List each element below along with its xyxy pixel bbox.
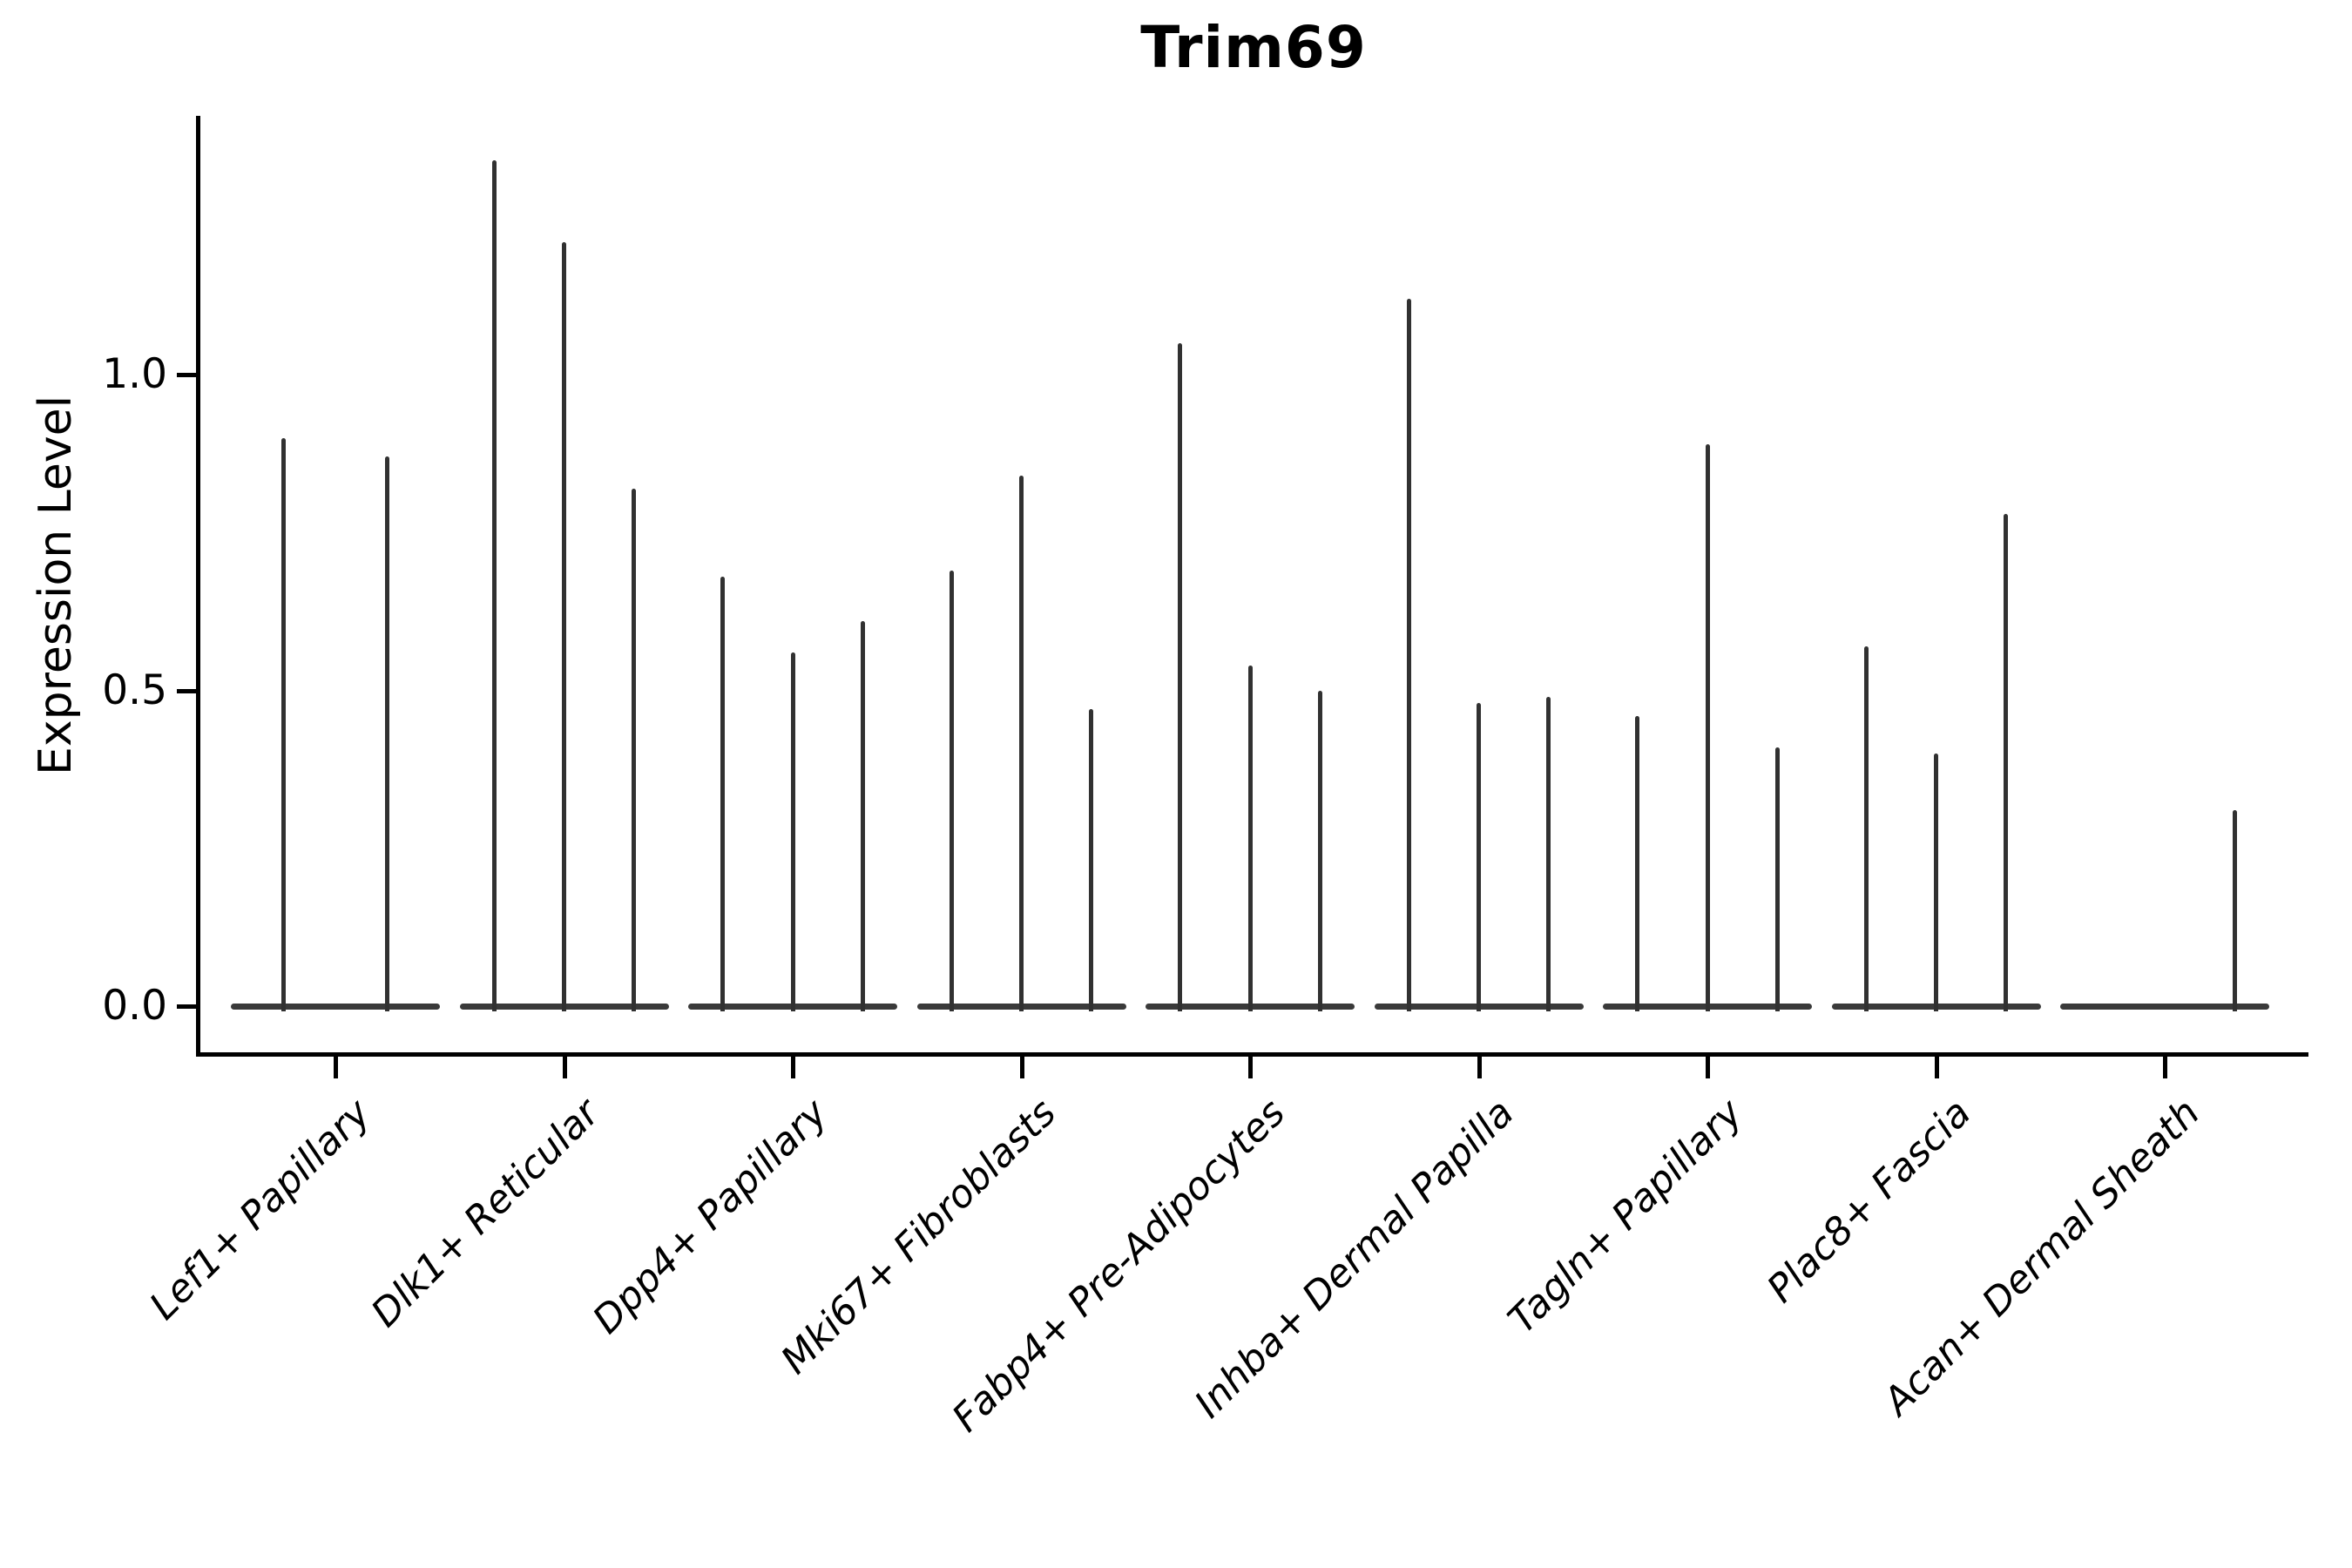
- x-tick-label: Plac8+ Fascia: [1759, 1091, 1980, 1312]
- violin-spike: [720, 577, 726, 1011]
- violin-spike: [384, 456, 389, 1011]
- x-tick: [791, 1054, 795, 1078]
- violin-spike: [949, 570, 954, 1011]
- y-tick-label: 0.0: [102, 982, 167, 1030]
- x-tick-label: Dlk1+ Reticular: [362, 1091, 608, 1336]
- y-tick: [177, 373, 196, 377]
- violin-spike: [790, 652, 795, 1011]
- x-tick-label: Dpp4+ Papillary: [585, 1091, 837, 1343]
- violin-spike: [860, 620, 865, 1011]
- x-tick-label: Tagln+ Papillary: [1499, 1091, 1752, 1342]
- violin-spike: [1635, 715, 1640, 1011]
- y-tick-label: 1.0: [102, 350, 167, 398]
- violin-spike: [632, 488, 637, 1011]
- violin-spike: [281, 437, 287, 1011]
- x-tick: [1477, 1054, 1482, 1078]
- violin-spike: [1317, 690, 1322, 1011]
- violin-spike: [562, 241, 566, 1011]
- x-tick: [1934, 1054, 1939, 1078]
- chart-title: Trim69: [1140, 14, 1367, 81]
- violin-spike: [491, 159, 497, 1011]
- violin-spike: [1247, 665, 1253, 1011]
- x-tick: [562, 1054, 567, 1078]
- violin-spike: [1019, 476, 1024, 1011]
- x-tick-label: Lef1+ Papillary: [141, 1091, 380, 1329]
- violin-baseline: [2060, 1004, 2269, 1010]
- x-tick: [2163, 1054, 2167, 1078]
- x-tick: [334, 1054, 338, 1078]
- y-axis-spine: [196, 116, 200, 1057]
- violin-spike: [1089, 709, 1094, 1011]
- x-tick: [1019, 1054, 1024, 1078]
- y-tick: [177, 688, 196, 693]
- violin-spike: [1546, 696, 1551, 1011]
- violin-spike: [1863, 645, 1869, 1011]
- violin-baseline: [231, 1004, 440, 1010]
- violin-spike: [1406, 299, 1411, 1011]
- violin-spike: [1934, 754, 1938, 1011]
- violin-spike: [1774, 747, 1780, 1011]
- x-tick: [1706, 1054, 1710, 1078]
- violin-spike: [2232, 810, 2237, 1011]
- x-tick: [1248, 1054, 1253, 1078]
- violin-spike: [2004, 513, 2009, 1011]
- y-tick: [177, 1004, 196, 1009]
- y-tick-label: 0.5: [102, 666, 167, 714]
- violin-spike: [1477, 703, 1481, 1011]
- violin-spike: [1178, 342, 1183, 1011]
- violin-spike: [1705, 443, 1710, 1011]
